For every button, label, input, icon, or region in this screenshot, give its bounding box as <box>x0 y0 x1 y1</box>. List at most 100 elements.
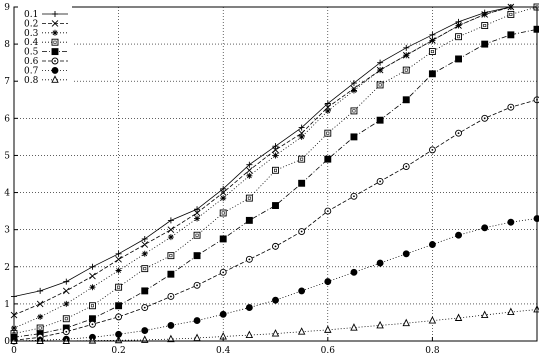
data-point <box>193 281 201 289</box>
y-tick-label: 6 <box>4 114 10 124</box>
data-point <box>167 234 174 241</box>
legend-label: 0.1 <box>24 10 38 20</box>
data-point-center <box>274 245 277 248</box>
plot-series <box>10 3 539 345</box>
data-point <box>402 66 410 74</box>
y-tick-label: 3 <box>4 226 10 236</box>
data-point-center <box>326 210 329 213</box>
data-point <box>52 11 58 17</box>
y-tick-label: 5 <box>4 151 10 161</box>
data-point-inner <box>195 233 199 237</box>
data-point <box>455 33 462 41</box>
data-point-center <box>91 323 94 326</box>
data-point-center <box>117 315 120 318</box>
x-tick-label: 0.6 <box>321 346 336 356</box>
data-point-center <box>431 148 434 151</box>
data-point <box>428 316 437 324</box>
data-point-inner <box>143 267 147 271</box>
data-point <box>455 231 462 239</box>
data-point <box>51 38 59 46</box>
series-line <box>13 218 538 342</box>
data-point <box>245 255 253 263</box>
data-point-outline <box>481 22 489 30</box>
data-point-outline <box>272 166 279 174</box>
data-point <box>297 327 306 335</box>
data-point-outline <box>219 209 227 217</box>
data-point <box>298 179 306 187</box>
data-point <box>272 146 279 154</box>
data-point-inner <box>90 304 94 308</box>
data-point <box>376 320 384 329</box>
data-point <box>219 209 227 217</box>
data-point <box>167 321 175 329</box>
data-point-inner <box>378 83 382 87</box>
data-point-center <box>65 330 68 333</box>
data-point <box>167 334 175 343</box>
data-point-center <box>509 106 512 109</box>
data-point <box>272 242 279 250</box>
data-point <box>402 163 410 171</box>
y-tick-label: 1 <box>4 300 10 310</box>
series-0.5 <box>10 25 539 341</box>
data-point-inner <box>53 40 57 44</box>
data-point <box>428 241 436 248</box>
data-point <box>141 250 148 257</box>
data-point <box>219 268 227 276</box>
data-point <box>51 57 59 65</box>
data-point <box>246 172 253 179</box>
data-point-inner <box>273 168 277 172</box>
data-point <box>324 100 331 107</box>
data-point-center <box>248 258 251 261</box>
data-point <box>167 252 175 260</box>
data-point-inner <box>430 50 434 54</box>
x-tick-label: 0.4 <box>216 346 231 356</box>
series-0.7 <box>10 215 539 345</box>
data-point <box>481 114 489 122</box>
data-point <box>246 161 253 168</box>
data-point <box>63 278 70 285</box>
data-point-inner <box>169 254 173 258</box>
data-point <box>403 44 410 51</box>
data-point <box>350 133 358 141</box>
legend-label: 0.5 <box>24 48 39 58</box>
data-point-inner <box>404 68 408 72</box>
data-point <box>115 250 122 257</box>
data-point <box>115 302 123 310</box>
data-point <box>88 302 96 310</box>
legend-item: 0.5 <box>24 48 68 58</box>
data-point <box>403 52 410 59</box>
data-point <box>51 20 59 27</box>
data-point-outline <box>324 129 332 137</box>
data-point <box>89 272 96 280</box>
series-0.1 <box>11 4 539 300</box>
data-point <box>220 185 227 192</box>
data-point-center <box>457 132 460 135</box>
data-point <box>324 325 332 333</box>
data-point <box>507 218 515 226</box>
data-point <box>51 48 59 56</box>
data-point <box>324 278 332 286</box>
data-point <box>272 296 279 304</box>
data-point-outline <box>62 315 70 323</box>
data-point <box>455 129 462 137</box>
data-point-center <box>143 306 146 309</box>
data-point <box>167 293 175 300</box>
data-point-center <box>170 295 172 298</box>
data-point <box>141 241 149 248</box>
data-point <box>88 320 96 328</box>
data-point <box>377 59 384 66</box>
data-point <box>350 87 357 94</box>
legend-label: 0.7 <box>24 66 39 76</box>
data-point <box>455 55 462 63</box>
data-point <box>167 226 175 233</box>
data-point <box>507 31 515 39</box>
data-point <box>219 235 227 243</box>
x-tick-label: 0.8 <box>425 346 440 356</box>
legend-item: 0.7 <box>24 66 68 76</box>
data-point <box>219 310 227 318</box>
data-point <box>428 70 436 78</box>
data-point <box>89 284 96 291</box>
legend-item: 0.4 <box>24 38 68 48</box>
data-point <box>481 11 488 18</box>
